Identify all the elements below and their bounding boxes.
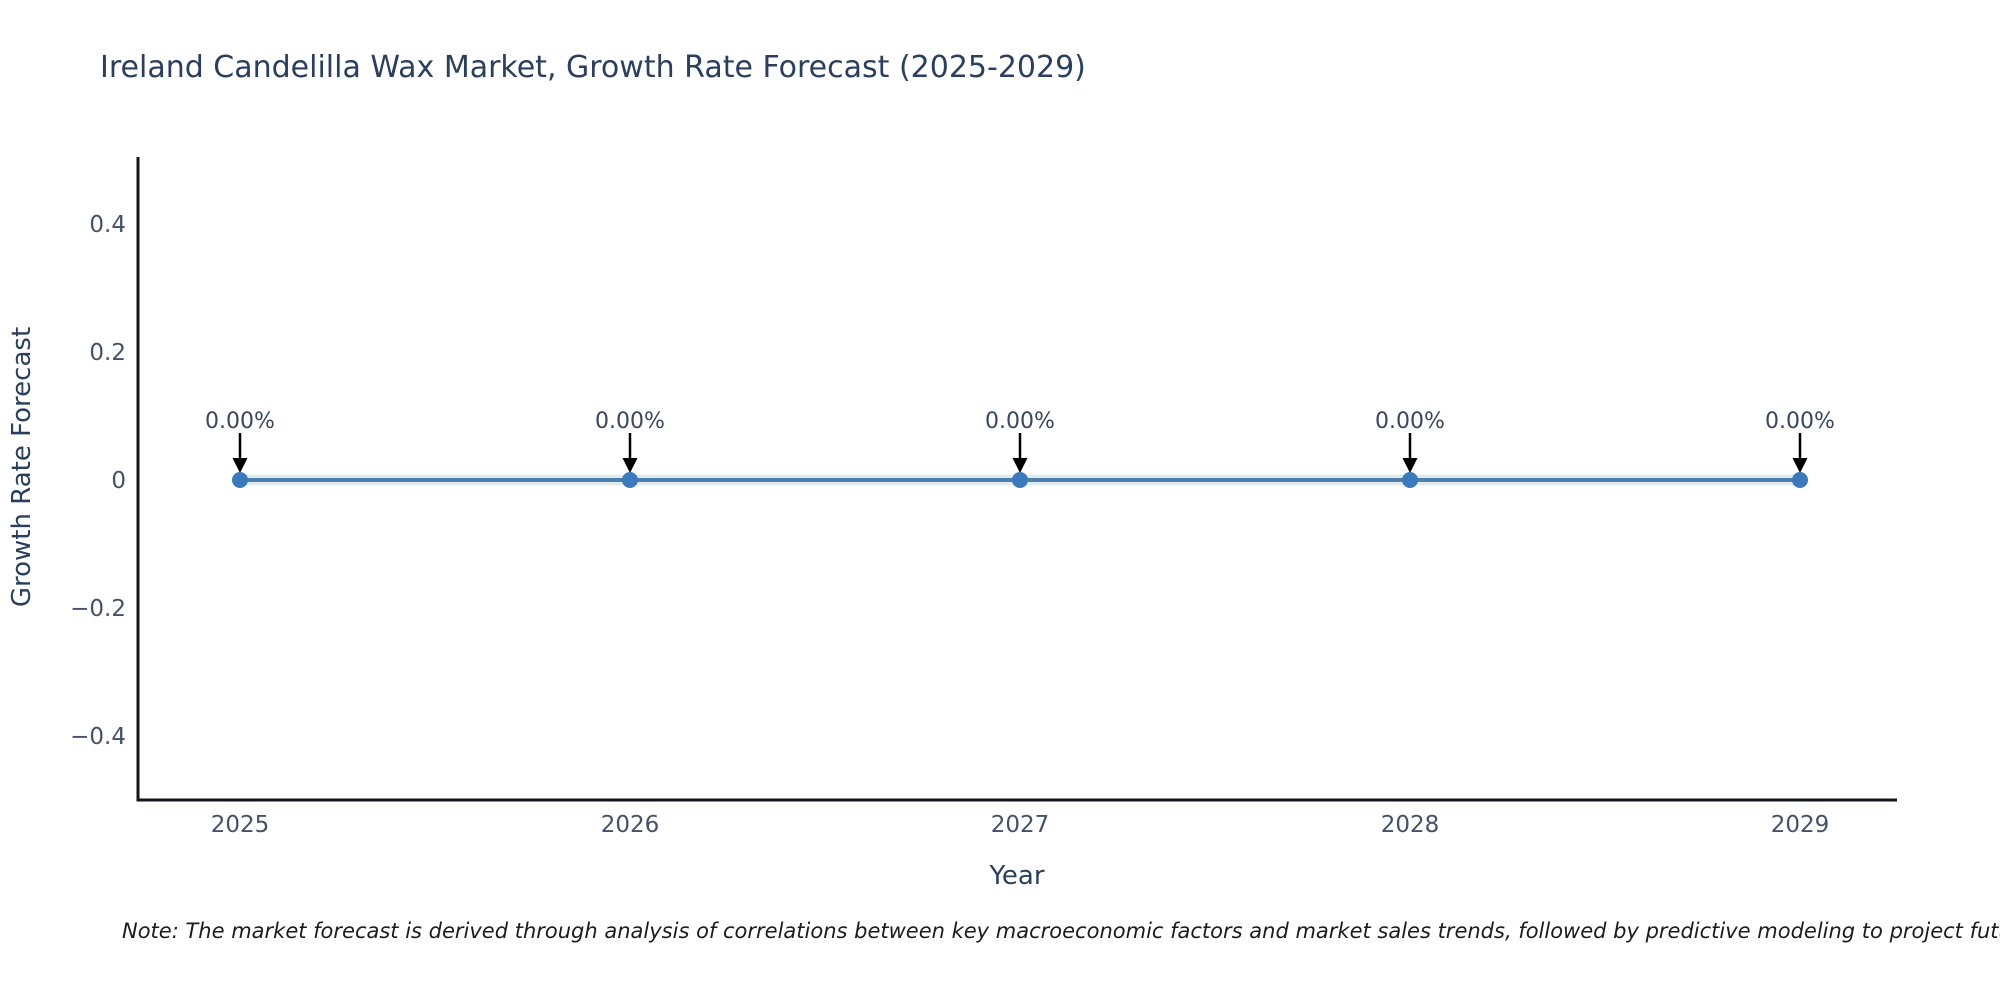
point-label: 0.00% (205, 409, 275, 434)
annotation-arrow-head (232, 458, 248, 473)
x-axis-title: Year (988, 861, 1044, 891)
y-tick-label: −0.2 (70, 596, 126, 622)
x-tick-label: 2025 (211, 812, 270, 838)
footnote: Note: The market forecast is derived thr… (122, 919, 2000, 943)
y-tick-label: 0 (111, 468, 126, 494)
data-point-marker[interactable] (1792, 472, 1808, 488)
data-point-marker[interactable] (1012, 472, 1028, 488)
data-point-marker[interactable] (622, 472, 638, 488)
annotation-arrow-head (622, 458, 638, 473)
data-point-marker[interactable] (1402, 472, 1418, 488)
point-label: 0.00% (1375, 409, 1445, 434)
series-group: 0.4 0.2 0 −0.2 −0.4 2025 2026 2027 2028 2029 0.00%… (70, 212, 1835, 838)
y-tick-label: −0.4 (70, 724, 126, 750)
point-label: 0.00% (595, 409, 665, 434)
y-tick-label: 0.4 (89, 212, 126, 238)
x-tick-label: 2027 (991, 812, 1050, 838)
annotation-arrow-head (1012, 458, 1028, 473)
y-tick-label: 0.2 (89, 340, 126, 366)
data-point-marker[interactable] (232, 472, 248, 488)
chart-title: Ireland Candelilla Wax Market, Growth Ra… (100, 50, 1086, 85)
point-label: 0.00% (985, 409, 1055, 434)
y-axis-title: Growth Rate Forecast (7, 327, 37, 607)
annotation-arrow-head (1792, 458, 1808, 473)
x-tick-label: 2028 (1381, 812, 1440, 838)
annotation-arrow-head (1402, 458, 1418, 473)
x-tick-label: 2029 (1771, 812, 1830, 838)
x-tick-label: 2026 (601, 812, 660, 838)
point-label: 0.00% (1765, 409, 1835, 434)
